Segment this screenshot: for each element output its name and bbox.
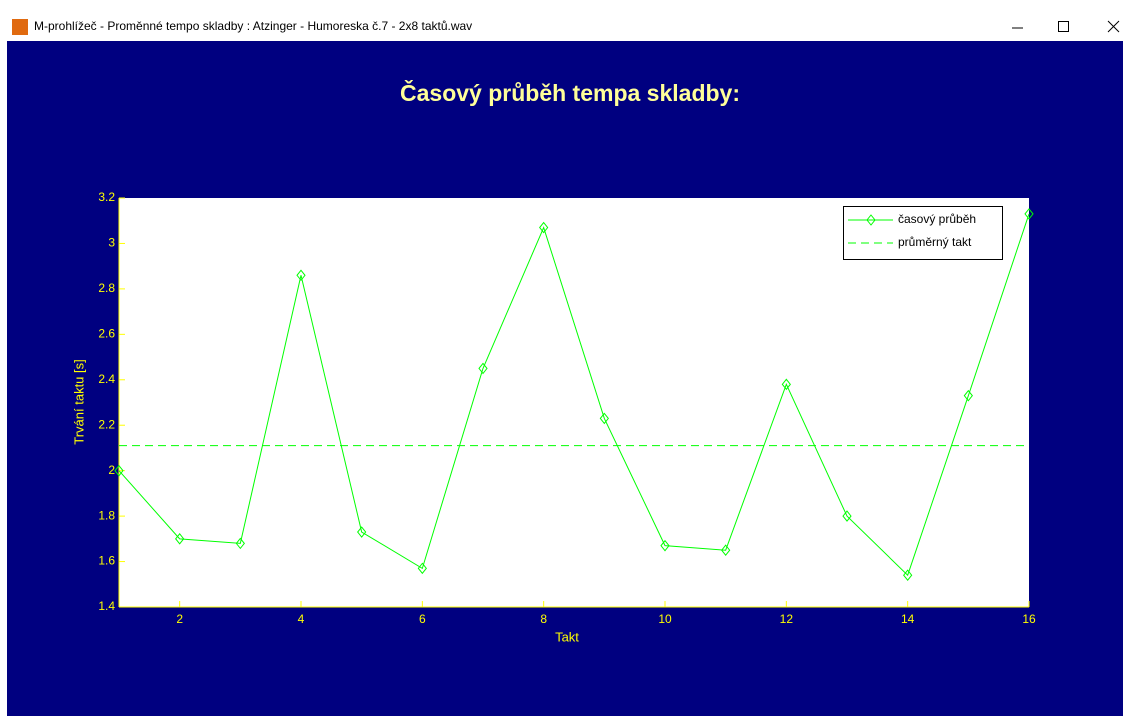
legend-box: [843, 206, 1003, 260]
data-marker: [599, 412, 609, 425]
title-bar: [0, 0, 1130, 41]
data-marker: [721, 544, 731, 556]
y-tick-label: 3: [108, 236, 115, 250]
data-marker: [175, 533, 185, 545]
window-title: M-prohlížeč - Proměnné tempo skladby : A…: [34, 19, 472, 33]
data-marker: [903, 569, 913, 581]
data-marker: [478, 362, 488, 375]
data-marker: [417, 562, 427, 575]
data-marker: [660, 539, 670, 552]
data-marker: [963, 389, 973, 402]
data-marker: [235, 537, 245, 550]
x-tick-label: 10: [658, 612, 672, 626]
y-tick-label: 2.8: [98, 281, 115, 295]
legend-marker: [866, 214, 876, 226]
y-tick-label: 2: [108, 463, 115, 477]
y-tick-label: 2.6: [98, 327, 115, 341]
data-marker: [114, 464, 124, 477]
y-tick-label: 1.4: [98, 599, 115, 613]
x-tick-label: 2: [176, 612, 183, 626]
data-marker: [539, 221, 549, 234]
y-tick-label: 1.8: [98, 508, 115, 522]
legend-label: časový průběh: [898, 212, 976, 226]
chart-title: Časový průběh tempa skladby:: [400, 79, 740, 106]
x-tick-label: 16: [1022, 612, 1036, 626]
data-marker: [842, 510, 852, 522]
y-tick-label: 2.4: [98, 372, 115, 386]
x-axis-label: Takt: [555, 629, 579, 644]
x-tick-label: 4: [298, 612, 305, 626]
plot-area: [119, 198, 1029, 607]
x-tick-label: 14: [901, 612, 915, 626]
y-tick-label: 2.2: [98, 417, 115, 431]
series-line: [118, 213, 1030, 577]
x-tick-label: 6: [419, 612, 426, 626]
y-tick-label: 1.6: [98, 554, 115, 568]
close-button[interactable]: [1107, 20, 1120, 33]
legend: časový průběh průměrný takt: [843, 206, 1003, 260]
y-tick-label: 3.2: [98, 190, 115, 204]
x-tick-label: 8: [540, 612, 547, 626]
data-marker: [357, 526, 367, 538]
y-axis-label: Trvání taktu [s]: [71, 359, 86, 445]
maximize-button[interactable]: [1058, 21, 1069, 32]
x-tick-label: 12: [780, 612, 794, 626]
data-marker: [296, 269, 306, 282]
app-icon: [12, 19, 28, 35]
legend-label: průměrný takt: [898, 235, 972, 249]
data-marker: [1024, 208, 1034, 220]
data-marker: [781, 378, 791, 391]
